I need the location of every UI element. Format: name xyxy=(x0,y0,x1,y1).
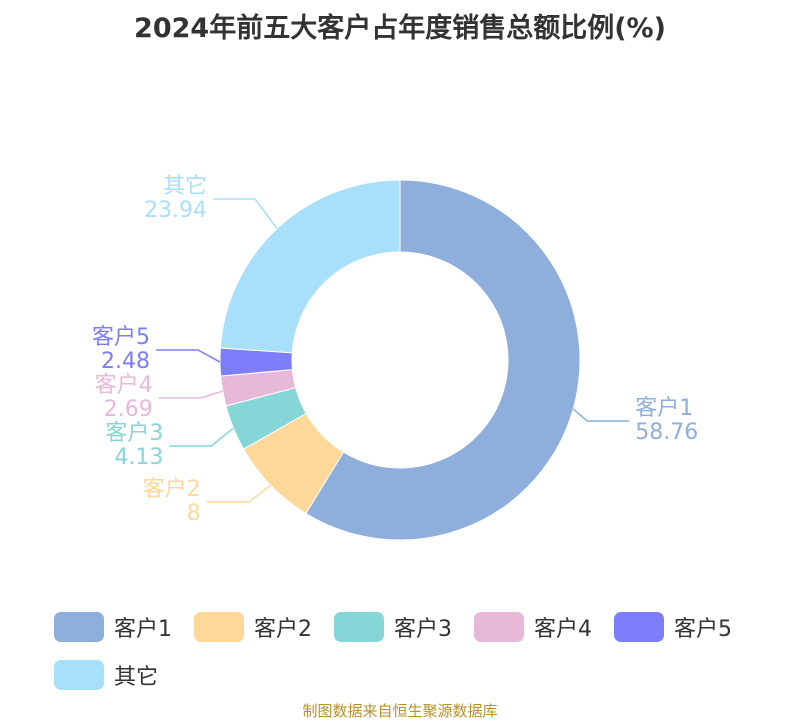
slice-label-value-1: 58.76 xyxy=(635,420,698,445)
leader-line-3 xyxy=(169,427,234,447)
legend-label-3: 客户3 xyxy=(394,617,452,642)
slice-label-value-4: 2.69 xyxy=(104,397,153,422)
legend-swatch-4 xyxy=(474,612,524,642)
slice-label-name-6: 其它 xyxy=(163,174,207,199)
leader-line-5 xyxy=(156,349,221,363)
legend-label-6: 其它 xyxy=(114,665,159,690)
leader-line-4 xyxy=(158,390,223,399)
slice-label-name-4: 客户4 xyxy=(95,373,153,398)
chart-title: 2024年前五大客户占年度销售总额比例(%) xyxy=(134,13,666,44)
legend: 客户1 客户2 客户3 客户4 客户5 其它 xyxy=(54,612,774,708)
slice-label-value-5: 2.48 xyxy=(101,349,150,374)
legend-label-4: 客户4 xyxy=(534,617,592,642)
pie-slice-1 xyxy=(305,179,581,541)
pie-slice-6 xyxy=(219,179,401,354)
leader-line-6 xyxy=(213,198,278,230)
legend-swatch-6 xyxy=(54,660,104,690)
leader-line-1 xyxy=(572,408,630,422)
leader-line-2 xyxy=(206,484,272,503)
slice-label-name-3: 客户3 xyxy=(105,421,163,446)
legend-item-6[interactable]: 其它 xyxy=(54,659,158,691)
legend-item-1[interactable]: 客户1 xyxy=(54,611,172,643)
legend-item-3[interactable]: 客户3 xyxy=(334,611,452,643)
slice-label-name-2: 客户2 xyxy=(143,477,201,502)
legend-swatch-3 xyxy=(334,612,384,642)
legend-item-2[interactable]: 客户2 xyxy=(194,611,312,643)
legend-item-4[interactable]: 客户4 xyxy=(474,611,592,643)
slice-label-value-2: 8 xyxy=(187,501,201,526)
slice-label-value-6: 23.94 xyxy=(144,198,207,223)
slice-label-value-3: 4.13 xyxy=(114,445,163,470)
legend-item-5[interactable]: 客户5 xyxy=(614,611,732,643)
slice-label-name-1: 客户1 xyxy=(635,396,693,421)
slice-label-name-5: 客户5 xyxy=(92,325,150,350)
legend-label-5: 客户5 xyxy=(674,617,732,642)
legend-swatch-5 xyxy=(614,612,664,642)
legend-swatch-2 xyxy=(194,612,244,642)
source-note: 制图数据来自恒生聚源数据库 xyxy=(302,702,498,720)
legend-label-2: 客户2 xyxy=(254,617,312,642)
legend-label-1: 客户1 xyxy=(114,617,172,642)
legend-swatch-1 xyxy=(54,612,104,642)
